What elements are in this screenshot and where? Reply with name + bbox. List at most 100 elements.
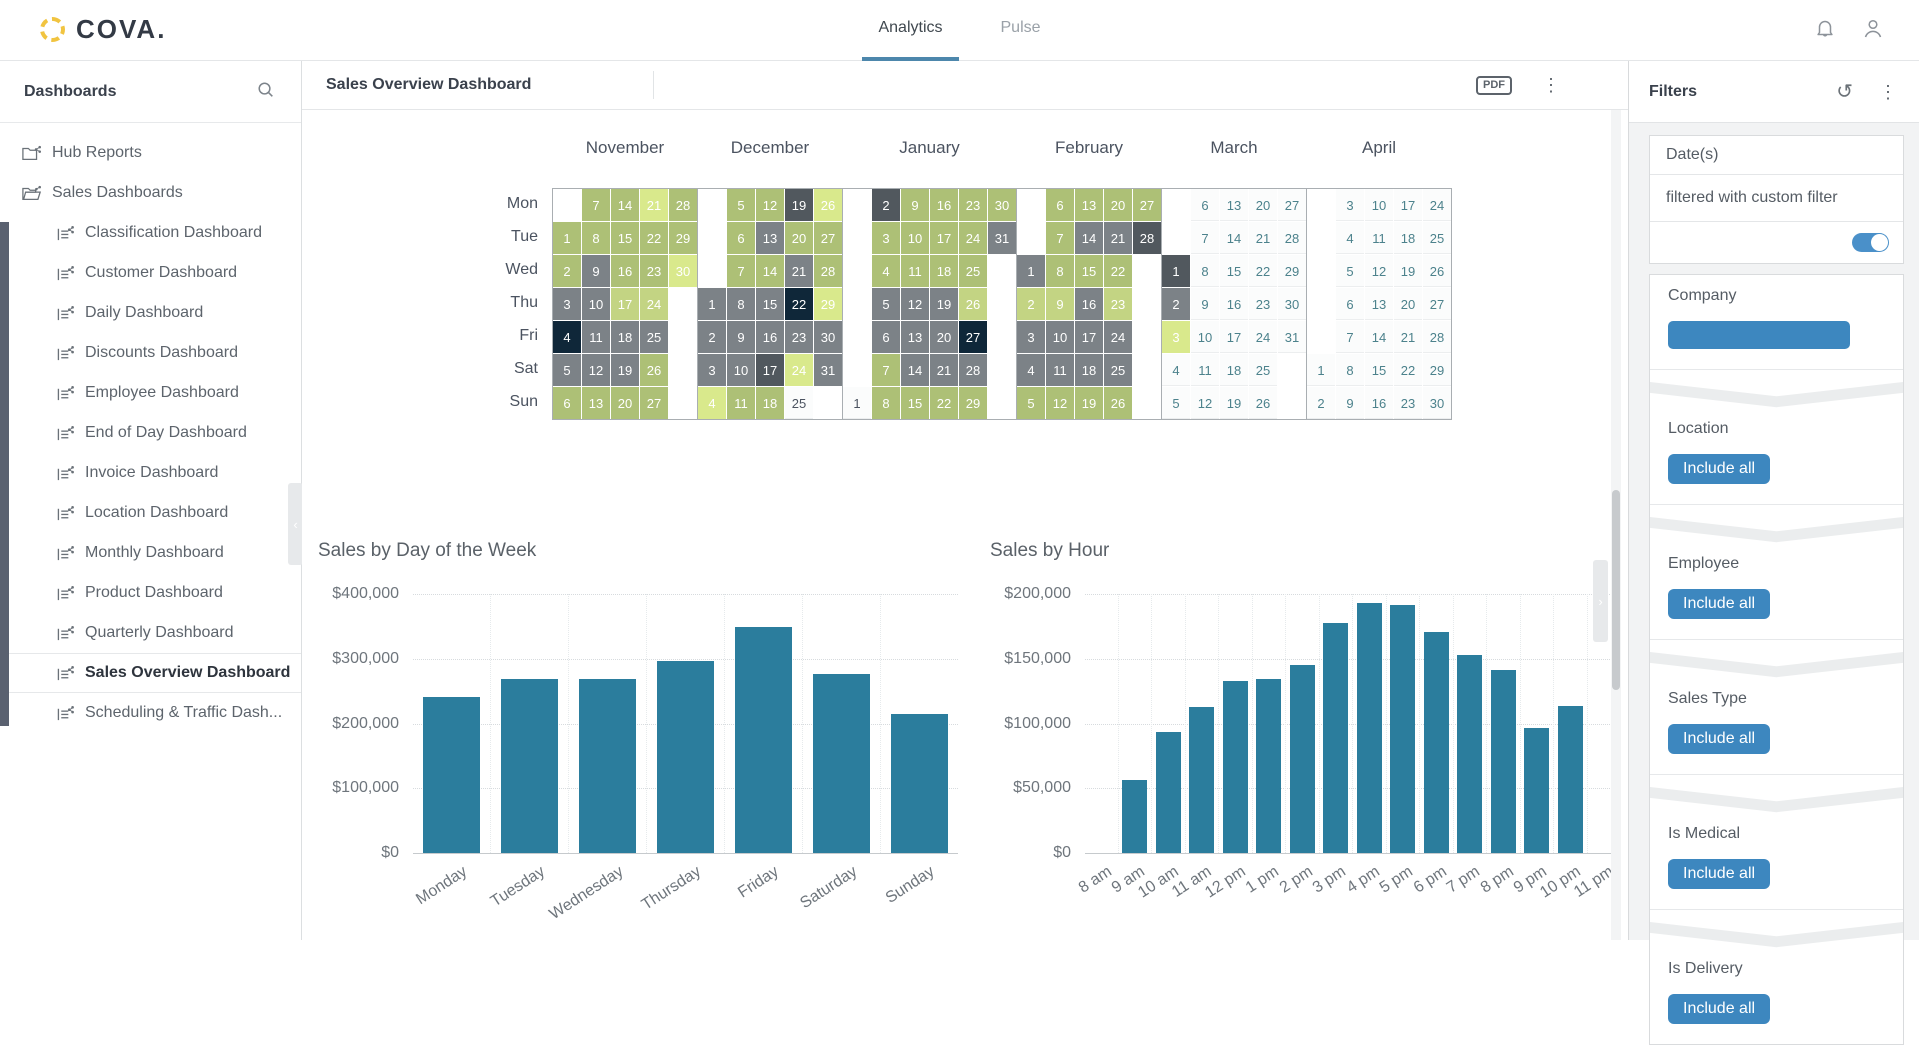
calendar-cell[interactable]: 27 <box>959 321 987 353</box>
sidebar-scrollbar[interactable] <box>0 222 9 726</box>
calendar-cell[interactable]: 6 <box>727 222 755 254</box>
calendar-cell[interactable]: 4 <box>1162 354 1190 386</box>
calendar-cell[interactable]: 27 <box>814 222 842 254</box>
calendar-cell[interactable]: 11 <box>582 321 610 353</box>
sidebar-item-daily-dashboard[interactable]: Daily Dashboard <box>0 293 301 333</box>
calendar-cell[interactable]: 26 <box>1104 387 1132 419</box>
search-icon[interactable] <box>256 80 275 104</box>
calendar-cell[interactable]: 4 <box>698 387 726 419</box>
chart-bar-tuesday[interactable] <box>501 678 558 853</box>
calendar-cell[interactable]: 11 <box>1365 222 1393 254</box>
chart-bar-friday[interactable] <box>735 627 792 853</box>
calendar-cell[interactable]: 10 <box>727 354 755 386</box>
calendar-cell[interactable]: 20 <box>1104 189 1132 221</box>
sidebar-item-scheduling-traffic-dash[interactable]: Scheduling & Traffic Dash... <box>0 693 301 733</box>
calendar-cell[interactable]: 26 <box>640 354 668 386</box>
calendar-cell[interactable]: 3 <box>1162 321 1190 353</box>
calendar-cell[interactable]: 30 <box>988 189 1016 221</box>
calendar-cell[interactable]: 14 <box>1075 222 1103 254</box>
calendar-cell[interactable]: 4 <box>1336 222 1364 254</box>
calendar-cell[interactable]: 3 <box>1336 189 1364 221</box>
calendar-cell[interactable]: 13 <box>1075 189 1103 221</box>
calendar-cell[interactable]: 26 <box>959 288 987 320</box>
calendar-cell[interactable]: 9 <box>1046 288 1074 320</box>
calendar-cell[interactable]: 8 <box>582 222 610 254</box>
calendar-cell[interactable]: 7 <box>1336 321 1364 353</box>
calendar-cell[interactable]: 25 <box>640 321 668 353</box>
calendar-cell[interactable]: 18 <box>1075 354 1103 386</box>
calendar-cell[interactable]: 12 <box>1365 255 1393 287</box>
calendar-cell[interactable]: 23 <box>1249 288 1277 320</box>
calendar-cell[interactable]: 13 <box>756 222 784 254</box>
calendar-cell[interactable]: 4 <box>1017 354 1045 386</box>
sidebar-item-end-of-day-dashboard[interactable]: End of Day Dashboard <box>0 413 301 453</box>
calendar-cell[interactable]: 10 <box>901 222 929 254</box>
sidebar-item-sales-dashboards[interactable]: Sales Dashboards <box>0 173 301 213</box>
calendar-cell[interactable]: 3 <box>1017 321 1045 353</box>
calendar-cell[interactable]: 3 <box>553 288 581 320</box>
calendar-cell[interactable]: 31 <box>814 354 842 386</box>
chart-bar-3-pm[interactable] <box>1323 622 1349 853</box>
calendar-cell[interactable]: 25 <box>959 255 987 287</box>
chart-bar-sunday[interactable] <box>891 713 948 853</box>
calendar-cell[interactable]: 4 <box>553 321 581 353</box>
calendar-cell[interactable]: 19 <box>1075 387 1103 419</box>
calendar-cell[interactable]: 30 <box>1423 387 1451 419</box>
sidebar-item-hub-reports[interactable]: Hub Reports <box>0 133 301 173</box>
calendar-cell[interactable]: 13 <box>1220 189 1248 221</box>
calendar-cell[interactable]: 1 <box>1307 354 1335 386</box>
calendar-cell[interactable]: 8 <box>872 387 900 419</box>
chart-bar-9-pm[interactable] <box>1524 728 1550 853</box>
calendar-cell[interactable]: 1 <box>553 222 581 254</box>
calendar-cell[interactable]: 28 <box>814 255 842 287</box>
calendar-cell[interactable]: 12 <box>901 288 929 320</box>
main-scrollbar-thumb[interactable] <box>1612 490 1620 690</box>
chart-bar-6-pm[interactable] <box>1423 632 1449 853</box>
date-filter-toggle[interactable] <box>1852 233 1889 252</box>
calendar-cell[interactable]: 14 <box>611 189 639 221</box>
calendar-cell[interactable]: 28 <box>1133 222 1161 254</box>
calendar-cell[interactable]: 15 <box>1220 255 1248 287</box>
sidebar-item-invoice-dashboard[interactable]: Invoice Dashboard <box>0 453 301 493</box>
calendar-cell[interactable]: 17 <box>1075 321 1103 353</box>
calendar-cell[interactable]: 7 <box>727 255 755 287</box>
calendar-cell[interactable]: 1 <box>1162 255 1190 287</box>
calendar-cell[interactable]: 9 <box>727 321 755 353</box>
calendar-cell[interactable]: 16 <box>1220 288 1248 320</box>
calendar-cell[interactable]: 17 <box>930 222 958 254</box>
calendar-cell[interactable]: 20 <box>1394 288 1422 320</box>
calendar-cell[interactable]: 6 <box>872 321 900 353</box>
calendar-cell[interactable]: 11 <box>901 255 929 287</box>
calendar-cell[interactable]: 8 <box>727 288 755 320</box>
sidebar-collapse-handle[interactable]: ‹ <box>288 483 303 565</box>
chart-bar-7-pm[interactable] <box>1457 655 1483 853</box>
calendar-cell[interactable]: 4 <box>872 255 900 287</box>
calendar-cell[interactable]: 9 <box>582 255 610 287</box>
calendar-cell[interactable]: 26 <box>1249 387 1277 419</box>
tab-pulse[interactable]: Pulse <box>1000 19 1041 36</box>
calendar-cell[interactable]: 21 <box>930 354 958 386</box>
calendar-cell[interactable]: 10 <box>1046 321 1074 353</box>
chart-bar-thursday[interactable] <box>657 660 714 853</box>
calendar-cell[interactable]: 12 <box>582 354 610 386</box>
sidebar-item-monthly-dashboard[interactable]: Monthly Dashboard <box>0 533 301 573</box>
chart-bar-1-pm[interactable] <box>1256 678 1282 853</box>
calendar-cell[interactable]: 9 <box>1191 288 1219 320</box>
calendar-cell[interactable]: 23 <box>640 255 668 287</box>
dashboard-menu-kebab-icon[interactable]: ⋮ <box>1542 75 1560 95</box>
calendar-cell[interactable]: 8 <box>1191 255 1219 287</box>
calendar-cell[interactable]: 26 <box>1423 255 1451 287</box>
calendar-cell[interactable]: 20 <box>1249 189 1277 221</box>
chart-bar-8-pm[interactable] <box>1490 669 1516 853</box>
sidebar-item-classification-dashboard[interactable]: Classification Dashboard <box>0 213 301 253</box>
calendar-cell[interactable]: 16 <box>1075 288 1103 320</box>
calendar-cell[interactable]: 30 <box>669 255 697 287</box>
calendar-cell[interactable]: 21 <box>785 255 813 287</box>
calendar-cell[interactable]: 9 <box>1336 387 1364 419</box>
calendar-cell[interactable]: 5 <box>1162 387 1190 419</box>
calendar-cell[interactable]: 28 <box>959 354 987 386</box>
calendar-cell[interactable]: 25 <box>1249 354 1277 386</box>
calendar-cell[interactable]: 3 <box>872 222 900 254</box>
sidebar-item-location-dashboard[interactable]: Location Dashboard <box>0 493 301 533</box>
calendar-cell[interactable]: 24 <box>785 354 813 386</box>
